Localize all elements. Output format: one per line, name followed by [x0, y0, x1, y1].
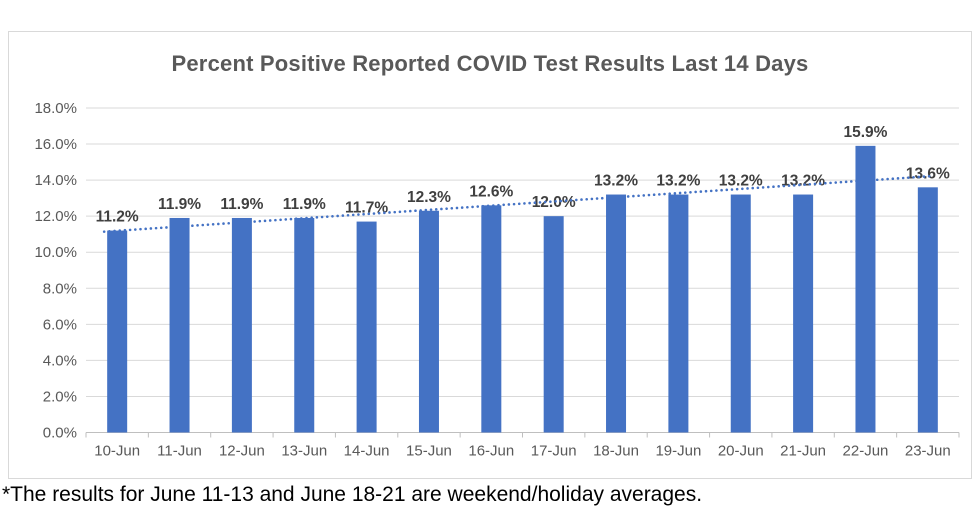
bar	[169, 217, 190, 433]
footnote: *The results for June 11-13 and June 18-…	[2, 483, 703, 506]
bar-data-label: 12.3%	[407, 189, 451, 206]
bar-data-label: 13.2%	[594, 173, 638, 190]
x-axis-label: 20-Jun	[718, 443, 764, 460]
bar	[855, 145, 876, 433]
x-axis-label: 13-Jun	[281, 443, 327, 460]
bar	[107, 230, 128, 433]
x-axis-label: 10-Jun	[94, 443, 140, 460]
bar-data-label: 12.0%	[532, 194, 576, 211]
x-axis-label: 11-Jun	[157, 443, 202, 460]
bar	[730, 194, 751, 433]
y-axis-label: 10.0%	[34, 244, 77, 261]
bar-data-label: 13.2%	[656, 173, 700, 190]
bar-data-label: 11.9%	[158, 196, 201, 213]
bar-data-label: 11.9%	[283, 196, 326, 213]
bar-data-label: 12.6%	[469, 183, 513, 200]
y-axis-label: 14.0%	[34, 172, 77, 189]
x-axis-label: 22-Jun	[843, 443, 889, 460]
bar	[606, 194, 627, 433]
covid-positivity-chart: Percent Positive Reported COVID Test Res…	[8, 31, 972, 479]
x-axis-label: 17-Jun	[531, 443, 577, 460]
bar	[917, 187, 938, 433]
x-axis-label: 23-Jun	[905, 443, 951, 460]
y-axis-label: 6.0%	[43, 316, 77, 333]
bar	[418, 210, 439, 433]
y-axis-label: 16.0%	[34, 136, 77, 153]
x-axis-label: 19-Jun	[655, 443, 701, 460]
plot-area-svg: 0.0% 2.0% 4.0% 6.0% 8.0% 10.0% 12.0% 14.0% 16.0%…	[34, 100, 960, 460]
x-axis-label: 18-Jun	[593, 443, 639, 460]
bar	[793, 194, 814, 433]
bar-data-label: 11.7%	[345, 200, 388, 217]
y-axis-label: 2.0%	[43, 388, 77, 405]
bar	[543, 216, 564, 433]
bar	[231, 217, 252, 433]
x-axis-label: 21-Jun	[780, 443, 826, 460]
y-axis-label: 18.0%	[34, 100, 77, 117]
bar-data-label: 11.2%	[96, 209, 139, 226]
y-axis-label: 8.0%	[43, 280, 77, 297]
bar-data-label: 13.2%	[719, 173, 763, 190]
y-axis-label: 12.0%	[34, 208, 77, 225]
bar-data-label: 11.9%	[220, 196, 263, 213]
x-axis-label: 15-Jun	[406, 443, 452, 460]
chart-title: Percent Positive Reported COVID Test Res…	[171, 51, 809, 76]
bar-data-label: 15.9%	[843, 124, 887, 141]
bar	[481, 205, 502, 433]
y-axis-label: 4.0%	[43, 352, 77, 369]
bar	[294, 217, 315, 433]
x-axis-label: 16-Jun	[468, 443, 514, 460]
x-axis-label: 12-Jun	[219, 443, 265, 460]
bar	[668, 194, 689, 433]
bar-data-label: 13.2%	[781, 173, 825, 190]
bar	[356, 221, 377, 433]
bar-data-label: 13.6%	[906, 165, 950, 182]
x-axis-label: 14-Jun	[344, 443, 390, 460]
trendline	[102, 174, 936, 233]
y-axis-label: 0.0%	[43, 425, 77, 442]
